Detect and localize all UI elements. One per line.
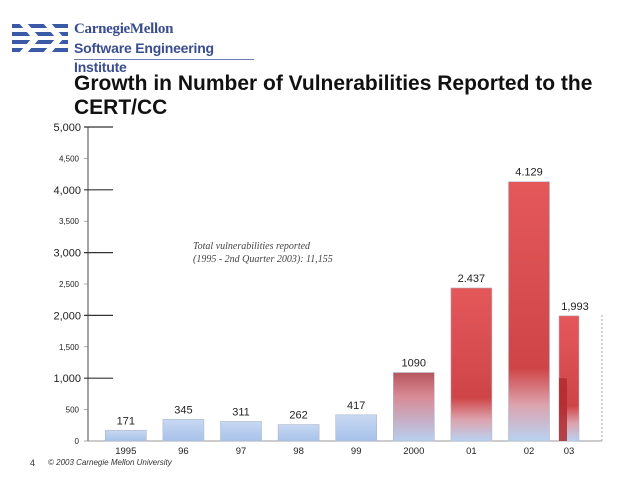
x-tick-label: 98 — [293, 446, 304, 457]
bar-02 — [508, 181, 550, 442]
x-tick-label: 2000 — [403, 446, 424, 457]
bar-01 — [450, 287, 493, 442]
bar-1995 — [105, 429, 147, 442]
copyright-text: © 2003 Carnegie Mellon University — [48, 458, 172, 467]
data-label: 2.437 — [458, 273, 486, 285]
bar-2000 — [392, 372, 435, 442]
bar-partial-stripe — [559, 378, 567, 441]
y-tick-label: 2,000 — [53, 310, 81, 322]
page-title: Growth in Number of Vulnerabilities Repo… — [74, 72, 593, 119]
annotation-line-2: (1995 - 2nd Quarter 2003): 11,155 — [193, 254, 333, 265]
logo-text: CarnegieMellon Software Engineering Inst… — [74, 20, 247, 77]
y-tick-label: 2,500 — [59, 280, 80, 289]
y-tick-label: 3,500 — [59, 217, 80, 226]
x-tick-label: 96 — [178, 446, 189, 457]
x-tick-label: 97 — [236, 446, 247, 457]
bar-96 — [162, 419, 205, 442]
bar-98 — [277, 424, 320, 442]
org-name: CarnegieMellon — [74, 21, 174, 37]
data-label: 345 — [174, 404, 192, 416]
y-tick-label: 4,000 — [53, 185, 81, 197]
y-tick-label: 5,000 — [53, 122, 81, 134]
data-label: 311 — [232, 406, 250, 418]
data-label: 417 — [347, 400, 365, 412]
x-tick-label: 03 — [564, 446, 575, 457]
data-label: 171 — [117, 415, 135, 427]
logo-divider — [74, 59, 254, 60]
y-tick-label: 1,000 — [53, 373, 81, 385]
institute-name: Software Engineering Institute — [74, 40, 214, 75]
x-tick-label: 1995 — [115, 446, 136, 457]
bar-99 — [335, 414, 378, 442]
data-label: 1,993 — [561, 301, 589, 313]
data-label: 262 — [289, 410, 307, 422]
x-tick-label: 99 — [351, 446, 362, 457]
x-tick-label: 01 — [466, 446, 477, 457]
sei-logo: CarnegieMellon Software Engineering Inst… — [12, 16, 254, 75]
y-tick-label: 0 — [75, 437, 80, 446]
page-number: 4 — [30, 458, 36, 468]
bar-97 — [220, 421, 262, 442]
data-label: 4.129 — [515, 167, 543, 179]
sei-logo-mark-icon — [12, 22, 68, 54]
x-tick-label: 02 — [524, 446, 535, 457]
y-tick-label: 4,500 — [59, 154, 80, 163]
y-tick-label: 1,500 — [59, 343, 80, 352]
annotation-line-1: Total vulnerabilities reported — [193, 241, 311, 252]
y-tick-label: 3,000 — [53, 248, 81, 260]
total-annotation: Total vulnerabilities reported (1995 - 2… — [193, 240, 383, 266]
y-tick-label: 500 — [66, 406, 80, 415]
data-label: 1090 — [402, 358, 426, 370]
